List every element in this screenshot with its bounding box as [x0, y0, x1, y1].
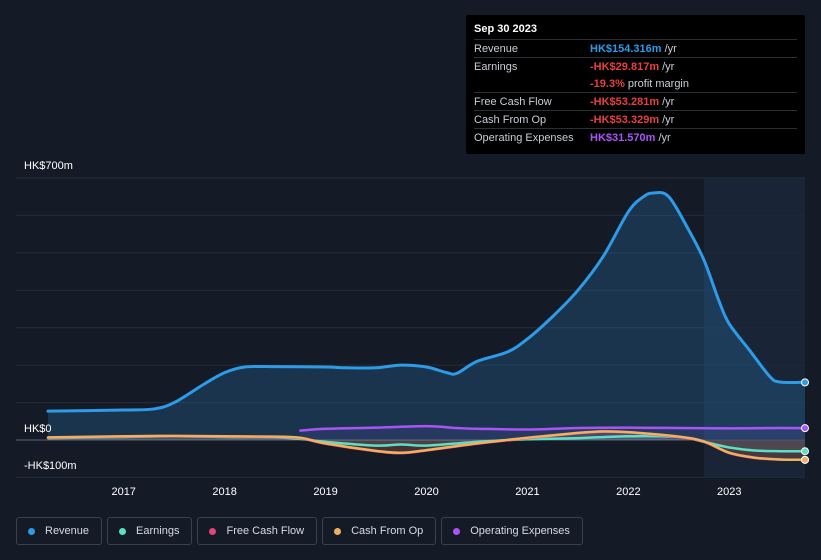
tooltip-date: Sep 30 2023 [474, 23, 537, 35]
tooltip-value: -19.3% [590, 77, 625, 90]
tooltip-unit: /yr [664, 42, 677, 55]
earnings-endpoint [801, 447, 809, 456]
x-tick-label: 2023 [717, 486, 741, 498]
grid-lines [16, 177, 805, 478]
tooltip-row-operating-expenses: Operating Expenses HK$31.570m /yr [474, 128, 797, 146]
tooltip-row-profit-margin: -19.3% profit margin [474, 75, 797, 92]
tooltip-label: Operating Expenses [474, 131, 574, 144]
tooltip-row-earnings: Earnings -HK$29.817m /yr [474, 57, 797, 75]
revenue-line [46, 191, 807, 413]
data-tooltip: Sep 30 2023 Revenue HK$154.316m /yr Earn… [466, 15, 805, 154]
legend-dot-icon [209, 527, 217, 535]
tooltip-value: HK$154.316m [590, 42, 662, 55]
legend-dot-icon [453, 527, 461, 535]
y-tick-label-top: HK$700m [24, 160, 73, 172]
tooltip-value: -HK$29.817m [590, 60, 660, 73]
operating-expenses-line [299, 424, 807, 432]
tooltip-unit: /yr [662, 60, 675, 73]
revenue-endpoint [801, 378, 809, 387]
cash-from-op-line [46, 430, 807, 462]
tooltip-row-cash-from-op: Cash From Op -HK$53.329m /yr [474, 110, 797, 128]
tooltip-value: HK$31.570m [590, 131, 656, 144]
revenue-area [48, 192, 805, 440]
tooltip-unit: /yr [662, 95, 675, 108]
tooltip-label: Free Cash Flow [474, 95, 552, 108]
tooltip-unit: /yr [658, 131, 671, 144]
y-tick-label-bottom: -HK$100m [24, 460, 77, 472]
tooltip-unit: /yr [662, 113, 675, 126]
legend-dot-icon [334, 527, 342, 535]
operating-expenses-endpoint [801, 424, 809, 433]
tooltip-unit: profit margin [627, 77, 689, 90]
legend-label: Earnings [136, 525, 180, 537]
tooltip-row-revenue: Revenue HK$154.316m /yr [474, 39, 797, 57]
earnings-area [48, 436, 805, 452]
tooltip-label: Revenue [474, 42, 519, 55]
legend-item-revenue[interactable]: Revenue [16, 517, 103, 545]
chart-legend: Revenue Earnings Free Cash Flow Cash Fro… [16, 517, 588, 545]
legend-label: Revenue [45, 525, 90, 537]
legend-item-operating-expenses[interactable]: Operating Expenses [441, 517, 583, 545]
x-tick-label: 2022 [616, 486, 640, 498]
legend-label: Cash From Op [351, 525, 424, 537]
y-tick-label-zero: HK$0 [24, 423, 52, 435]
legend-label: Operating Expenses [470, 525, 570, 537]
legend-item-free-cash-flow[interactable]: Free Cash Flow [197, 517, 318, 545]
x-tick-label: 2021 [515, 486, 539, 498]
legend-dot-icon [119, 527, 127, 535]
x-tick-label: 2018 [212, 486, 236, 498]
legend-item-cash-from-op[interactable]: Cash From Op [322, 517, 437, 545]
legend-item-earnings[interactable]: Earnings [107, 517, 193, 545]
tooltip-value: -HK$53.281m [590, 95, 660, 108]
tooltip-label: Earnings [474, 60, 518, 73]
x-tick-label: 2019 [313, 486, 337, 498]
legend-dot-icon [28, 527, 35, 535]
tooltip-value: -HK$53.329m [590, 113, 660, 126]
x-tick-label: 2020 [414, 486, 438, 498]
x-tick-label: 2017 [111, 486, 135, 498]
tooltip-label: Cash From Op [474, 113, 547, 126]
cash-from-op-endpoint [801, 455, 809, 464]
legend-label: Free Cash Flow [226, 525, 305, 537]
tooltip-row-free-cash-flow: Free Cash Flow -HK$53.281m /yr [474, 92, 797, 110]
